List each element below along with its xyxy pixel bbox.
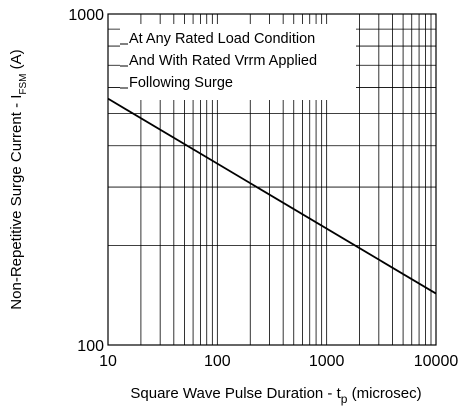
annotation-line: Following Surge (129, 75, 233, 91)
y-axis-label: Non-Repetitive Surge Current - IFSM (A) (8, 49, 29, 309)
y-axis-label-main: Non-Repetitive Surge Current - I (8, 95, 25, 310)
x-axis-label-main: Square Wave Pulse Duration - t (130, 385, 341, 402)
y-tick-label: 1000 (68, 7, 104, 24)
y-tick-label: 100 (77, 338, 104, 355)
x-tick-label: 1000 (309, 353, 345, 370)
annotation-line: At Any Rated Load Condition (129, 31, 315, 47)
x-axis-label: Square Wave Pulse Duration - tp (microse… (130, 385, 421, 406)
x-tick-label: 100 (204, 353, 231, 370)
plot-frame (107, 13, 437, 346)
x-tick-label: 10 (99, 353, 117, 370)
x-axis-label-subscript: p (341, 392, 348, 406)
y-axis-label-subscript: FSM (18, 73, 29, 94)
y-axis-label-units: (A) (8, 49, 25, 73)
x-tick-labels: 10 100 1000 10000 (99, 353, 458, 370)
y-tick-labels: 100 1000 (68, 7, 104, 355)
annotation-backdrop (120, 24, 356, 100)
x-tick-label: 10000 (414, 353, 459, 370)
surge-current-series-line (107, 97, 437, 295)
annotation-block: At Any Rated Load Condition And With Rate… (120, 31, 317, 91)
x-axis-label-units: (microsec) (347, 385, 421, 402)
annotation-line: And With Rated Vrrm Applied (129, 53, 317, 69)
series-layer (107, 97, 437, 295)
